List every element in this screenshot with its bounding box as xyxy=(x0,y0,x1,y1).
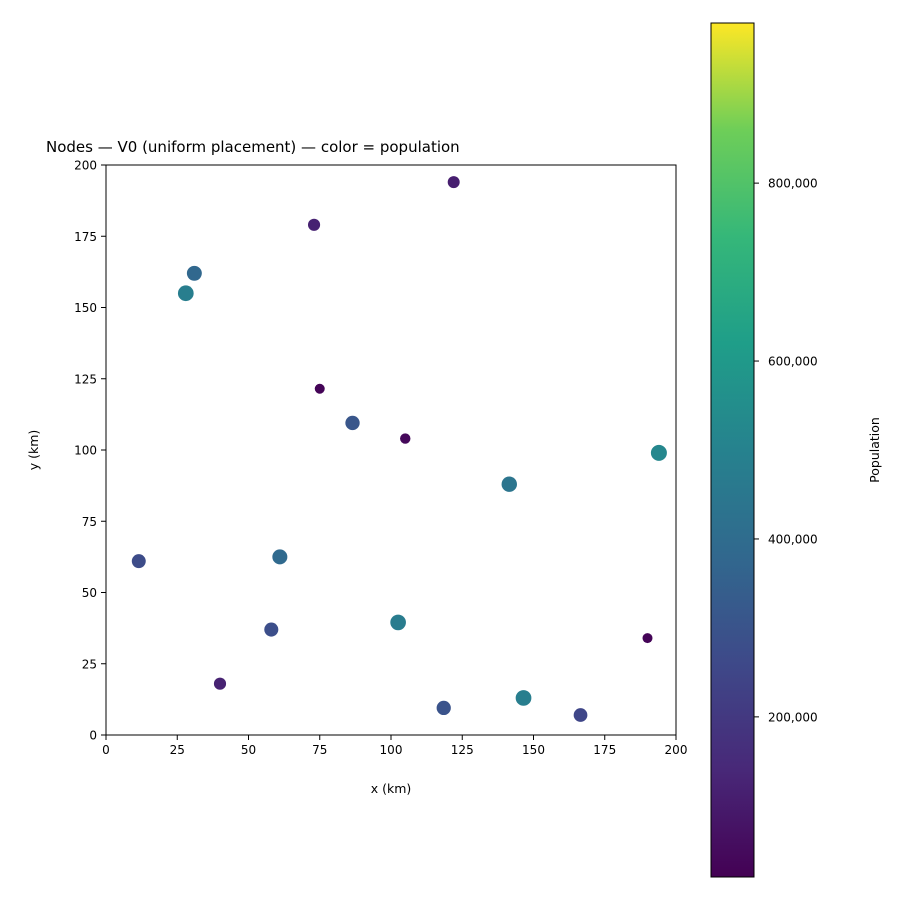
y-tick-label: 50 xyxy=(82,586,97,600)
y-tick-label: 125 xyxy=(74,372,97,386)
y-tick-label: 175 xyxy=(74,230,97,244)
y-axis: 0 25 50 75 100 125 150 175 200 xyxy=(74,159,106,743)
scatter-point xyxy=(515,690,532,706)
x-tick-label: 200 xyxy=(665,743,688,757)
scatter-point xyxy=(400,433,411,444)
x-tick-label: 75 xyxy=(312,743,327,757)
x-tick-label: 100 xyxy=(380,743,403,757)
scatter-point xyxy=(307,218,321,231)
x-tick-label: 0 xyxy=(102,743,110,757)
colorbar-tick-label: 600,000 xyxy=(768,355,818,369)
colorbar-axis: 200,000 400,000 600,000 800,000 xyxy=(754,177,818,724)
colorbar-tick-label: 800,000 xyxy=(768,177,818,191)
scatter-point xyxy=(177,285,194,302)
x-tick-label: 50 xyxy=(241,743,256,757)
y-tick-label: 200 xyxy=(74,159,97,173)
scatter-point xyxy=(264,622,279,637)
scatter-point xyxy=(272,549,288,565)
scatter-point xyxy=(501,476,517,492)
scatter-point xyxy=(131,554,146,569)
plot-area xyxy=(105,164,677,736)
colorbar xyxy=(710,22,755,878)
colorbar-label: Population xyxy=(867,417,882,483)
scatter-point xyxy=(314,383,325,394)
colorbar-tick-label: 200,000 xyxy=(768,710,818,724)
x-tick-label: 175 xyxy=(593,743,616,757)
scatter-point xyxy=(447,176,460,189)
scatter-point xyxy=(436,700,451,716)
y-tick-label: 0 xyxy=(89,729,97,743)
y-tick-label: 150 xyxy=(74,301,97,315)
scatter-point xyxy=(573,708,588,722)
scatter-point xyxy=(345,415,360,431)
y-tick-label: 75 xyxy=(82,515,97,529)
x-axis-label: x (km) xyxy=(371,781,412,796)
chart-title: Nodes — V0 (uniform placement) — color =… xyxy=(46,138,460,156)
scatter-point xyxy=(650,444,667,461)
x-tick-label: 25 xyxy=(170,743,185,757)
y-tick-label: 100 xyxy=(74,444,97,458)
scatter-point xyxy=(642,633,653,644)
scatter-point xyxy=(186,265,202,281)
x-tick-label: 125 xyxy=(451,743,474,757)
scatter-point xyxy=(390,614,406,631)
scatter-point xyxy=(213,677,227,690)
points-layer xyxy=(131,176,667,722)
y-tick-label: 25 xyxy=(82,657,97,671)
y-axis-label: y (km) xyxy=(26,430,41,471)
x-axis: 0 25 50 75 100 125 150 175 200 xyxy=(102,735,687,757)
x-tick-label: 150 xyxy=(522,743,545,757)
colorbar-tick-label: 400,000 xyxy=(768,532,818,546)
